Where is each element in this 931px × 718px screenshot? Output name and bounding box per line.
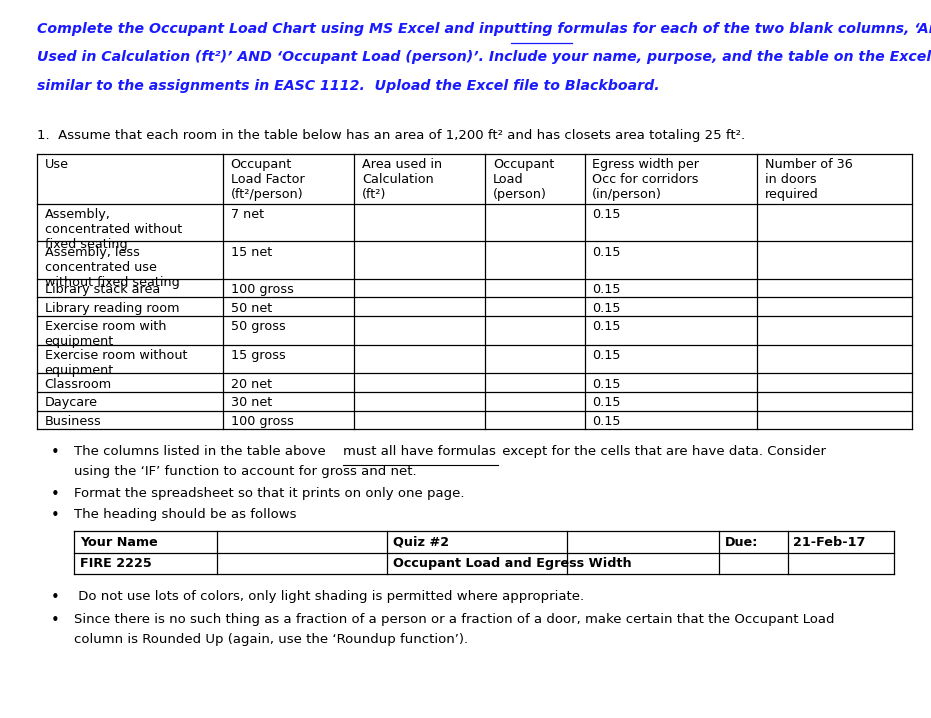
Text: •: •	[51, 508, 60, 523]
Text: 50 gross: 50 gross	[231, 320, 286, 333]
Text: •: •	[51, 613, 60, 628]
Text: using the ‘IF’ function to account for gross and net.: using the ‘IF’ function to account for g…	[74, 465, 417, 478]
Text: 100 gross: 100 gross	[231, 283, 293, 296]
Text: 0.15: 0.15	[592, 302, 621, 314]
Text: 15 gross: 15 gross	[231, 349, 286, 362]
Text: Number of 36
in doors
required: Number of 36 in doors required	[765, 158, 853, 201]
Text: column is Rounded Up (again, use the ‘Roundup function’).: column is Rounded Up (again, use the ‘Ro…	[74, 633, 468, 646]
Text: 1.  Assume that each room in the table below has an area of 1,200 ft² and has cl: 1. Assume that each room in the table be…	[37, 129, 746, 142]
Text: must all have formulas: must all have formulas	[343, 445, 495, 458]
Text: Occupant
Load
(person): Occupant Load (person)	[492, 158, 554, 201]
Text: Assembly, less
concentrated use
without fixed seating: Assembly, less concentrated use without …	[45, 246, 180, 289]
Text: 0.15: 0.15	[592, 396, 621, 409]
Text: except for the cells that are have data. Consider: except for the cells that are have data.…	[498, 445, 826, 458]
Text: 50 net: 50 net	[231, 302, 272, 314]
Text: Egress width per
Occ for corridors
(in/person): Egress width per Occ for corridors (in/p…	[592, 158, 699, 201]
Text: 0.15: 0.15	[592, 415, 621, 428]
Text: 100 gross: 100 gross	[231, 415, 293, 428]
Text: 20 net: 20 net	[231, 378, 272, 391]
Text: Since there is no such thing as a fraction of a person or a fraction of a door, : Since there is no such thing as a fracti…	[74, 613, 835, 626]
Text: The columns listed in the table above: The columns listed in the table above	[74, 445, 331, 458]
Text: Complete the Occupant Load Chart using MS Excel and inputting formulas for each : Complete the Occupant Load Chart using M…	[37, 22, 931, 35]
Text: Do not use lots of colors, only light shading is permitted where appropriate.: Do not use lots of colors, only light sh…	[74, 590, 585, 603]
Text: similar to the assignments in EASC 1112.  Upload the Excel file to Blackboard.: similar to the assignments in EASC 1112.…	[37, 79, 660, 93]
Text: Library reading room: Library reading room	[45, 302, 179, 314]
Text: Occupant Load and Egress Width: Occupant Load and Egress Width	[393, 557, 631, 570]
Text: FIRE 2225: FIRE 2225	[80, 557, 152, 570]
Text: 21-Feb-17: 21-Feb-17	[793, 536, 866, 549]
Text: 0.15: 0.15	[592, 246, 621, 258]
Text: Occupant
Load Factor
(ft²/person): Occupant Load Factor (ft²/person)	[231, 158, 304, 201]
Text: 7 net: 7 net	[231, 208, 263, 221]
Text: Use: Use	[45, 158, 69, 171]
Text: 15 net: 15 net	[231, 246, 272, 258]
Text: The heading should be as follows: The heading should be as follows	[74, 508, 297, 521]
Text: Library stack area: Library stack area	[45, 283, 160, 296]
Text: Used in Calculation (ft²)’ AND ‘Occupant Load (person)’. Include your name, purp: Used in Calculation (ft²)’ AND ‘Occupant…	[37, 50, 931, 64]
Text: Area used in
Calculation
(ft²): Area used in Calculation (ft²)	[362, 158, 442, 201]
Text: 0.15: 0.15	[592, 320, 621, 333]
Text: 30 net: 30 net	[231, 396, 272, 409]
Text: 0.15: 0.15	[592, 378, 621, 391]
Text: 0.15: 0.15	[592, 208, 621, 221]
Text: Business: Business	[45, 415, 101, 428]
Text: •: •	[51, 590, 60, 605]
Text: Classroom: Classroom	[45, 378, 112, 391]
Text: Exercise room with
equipment: Exercise room with equipment	[45, 320, 167, 348]
Text: Exercise room without
equipment: Exercise room without equipment	[45, 349, 187, 377]
Text: •: •	[51, 487, 60, 502]
Text: Assembly,
concentrated without
fixed seating: Assembly, concentrated without fixed sea…	[45, 208, 182, 251]
Text: Quiz #2: Quiz #2	[393, 536, 449, 549]
Text: 0.15: 0.15	[592, 283, 621, 296]
Text: Format the spreadsheet so that it prints on only one page.: Format the spreadsheet so that it prints…	[74, 487, 465, 500]
Text: •: •	[51, 445, 60, 460]
Text: Daycare: Daycare	[45, 396, 98, 409]
Text: Due:: Due:	[724, 536, 758, 549]
Text: 0.15: 0.15	[592, 349, 621, 362]
Text: Your Name: Your Name	[80, 536, 158, 549]
